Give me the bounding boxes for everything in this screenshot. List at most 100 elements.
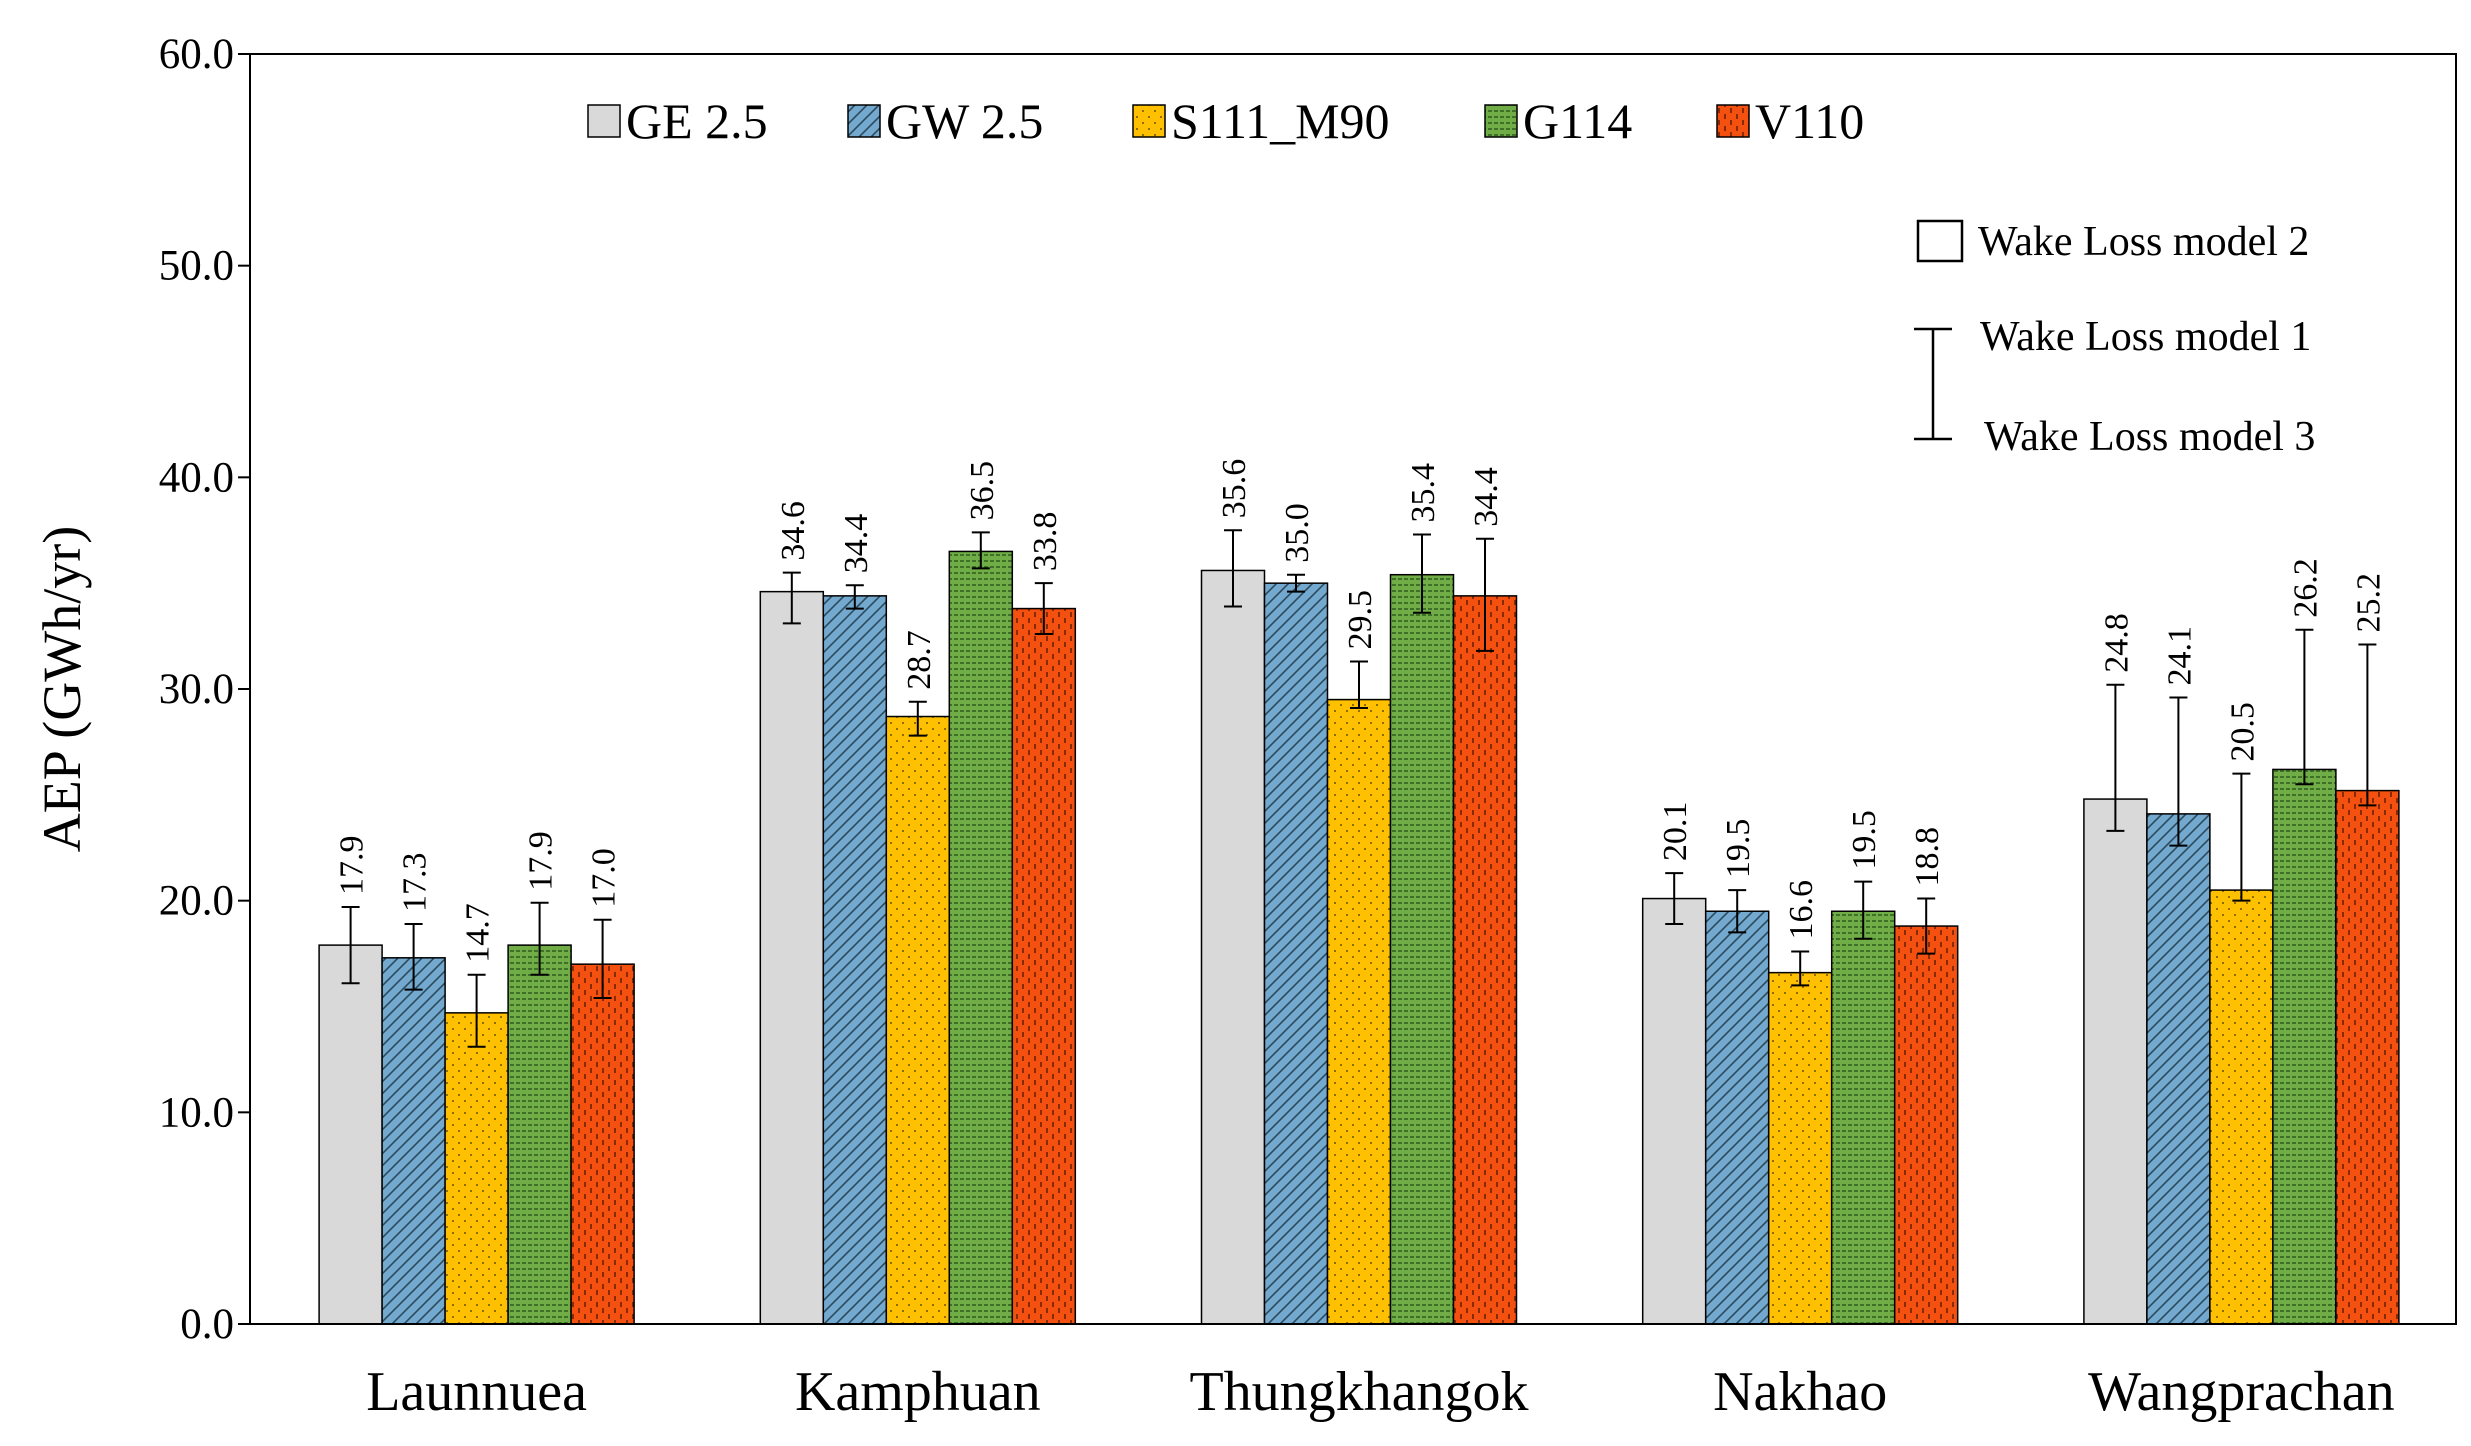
error-bar	[2106, 683, 2125, 832]
bar	[1767, 971, 1833, 1325]
x-axis: Launnuea Kamphuan Thungkhangok Nakhao Wangpr…	[366, 1361, 2394, 1423]
legend-item: V110	[1716, 93, 1864, 149]
bar	[1011, 607, 1077, 1325]
error-bar	[1287, 573, 1305, 593]
error-bar	[1350, 660, 1368, 710]
x-tick-label: Launnuea	[366, 1361, 587, 1423]
value-label: 24.8	[2098, 613, 2135, 673]
legend-label: S111_M90	[1171, 93, 1390, 149]
value-label: 35.4	[1405, 463, 1442, 523]
error-bar	[1476, 537, 1494, 652]
legend-item: GW 2.5	[847, 93, 1043, 149]
value-label: 35.6	[1216, 459, 1253, 519]
legend-item: G114	[1484, 93, 1632, 149]
y-tick-label: 40.0	[159, 454, 234, 501]
error-bar	[1224, 529, 1242, 608]
bar	[1641, 897, 1707, 1325]
wake-model-2-label: Wake Loss model 2	[1978, 219, 2309, 265]
x-tick-label: Wangprachan	[2088, 1361, 2394, 1423]
error-bar	[908, 700, 927, 737]
legend-item: GE 2.5	[587, 93, 768, 149]
bar	[822, 595, 888, 1325]
value-label: 34.4	[838, 514, 875, 574]
y-axis-title: AEP (GWh/yr)	[32, 526, 92, 852]
value-label: 36.5	[964, 461, 1001, 521]
error-bar	[1665, 872, 1684, 925]
bar	[1452, 595, 1518, 1325]
legend-swatch	[847, 104, 881, 138]
wake-model-2-swatch	[1916, 219, 1964, 263]
y-tick-label: 60.0	[159, 31, 234, 78]
legend-swatch	[587, 104, 621, 138]
bar	[2146, 813, 2211, 1325]
value-label: 17.9	[334, 836, 371, 896]
bar	[2209, 889, 2274, 1325]
bar	[381, 957, 446, 1325]
error-bar	[782, 571, 801, 625]
error-bar	[971, 531, 990, 570]
legend-label: GW 2.5	[886, 93, 1043, 149]
bars-layer	[318, 550, 2400, 1325]
wake-model-3-label: Wake Loss model 3	[1984, 414, 2315, 460]
error-bar	[341, 906, 360, 985]
y-tick-label: 0.0	[180, 1301, 234, 1348]
bar	[1263, 582, 1329, 1325]
bar	[318, 944, 383, 1325]
bar	[570, 963, 635, 1325]
value-label: 19.5	[1720, 819, 1757, 879]
error-bar	[1413, 533, 1431, 614]
error-bar	[2295, 628, 2314, 786]
legend-swatch	[1132, 104, 1166, 138]
legend-swatch	[1484, 104, 1518, 138]
value-label: 29.5	[1342, 590, 1379, 650]
legend-item: S111_M90	[1132, 93, 1390, 149]
value-label: 20.1	[1657, 802, 1694, 862]
value-label: 20.5	[2224, 702, 2261, 762]
value-label: 35.0	[1279, 503, 1316, 563]
bar	[2335, 789, 2400, 1325]
bar	[1389, 573, 1455, 1325]
bar	[759, 590, 825, 1325]
error-bar	[845, 584, 864, 610]
value-label: 17.0	[586, 848, 623, 908]
bar	[2272, 768, 2337, 1325]
bar	[885, 715, 951, 1325]
value-label: 17.9	[523, 831, 560, 891]
value-label: 18.8	[1909, 827, 1946, 887]
legend-label: V110	[1755, 93, 1864, 149]
wake-error-symbol	[1914, 327, 1952, 441]
value-label: 33.8	[1027, 512, 1064, 572]
x-tick-label: Thungkhangok	[1189, 1361, 1528, 1423]
value-label: 24.1	[2161, 626, 2198, 686]
error-bar	[2358, 643, 2377, 807]
error-bar	[404, 922, 423, 991]
bar	[444, 1012, 509, 1325]
value-label: 19.5	[1846, 810, 1883, 870]
error-bars-layer	[341, 529, 2377, 1048]
error-bar	[1917, 897, 1936, 955]
legend-swatch	[1716, 104, 1750, 138]
value-labels-layer: 17.9 17.3 14.7 17.9 17.0 34.6 34.4 28.7 36.5 33.8…	[334, 459, 2388, 963]
error-bar	[1034, 582, 1053, 635]
value-label: 16.6	[1783, 880, 1820, 940]
bar	[1704, 910, 1770, 1325]
error-bar	[2232, 772, 2251, 902]
bar	[1893, 925, 1959, 1325]
x-tick-label: Nakhao	[1713, 1361, 1887, 1423]
legend-label: GE 2.5	[626, 93, 768, 149]
error-bar	[1854, 880, 1873, 940]
bar	[2083, 798, 2148, 1325]
value-label: 25.2	[2350, 573, 2387, 633]
value-label: 26.2	[2287, 558, 2324, 618]
bar	[507, 944, 572, 1325]
wake-model-1-label: Wake Loss model 1	[1980, 314, 2311, 360]
error-bar	[530, 901, 549, 976]
error-bar	[1728, 889, 1747, 934]
legend-label: G114	[1523, 93, 1632, 149]
value-label: 14.7	[460, 903, 497, 963]
error-bar	[593, 918, 612, 1000]
bar	[948, 550, 1014, 1325]
error-bar	[2169, 696, 2188, 847]
